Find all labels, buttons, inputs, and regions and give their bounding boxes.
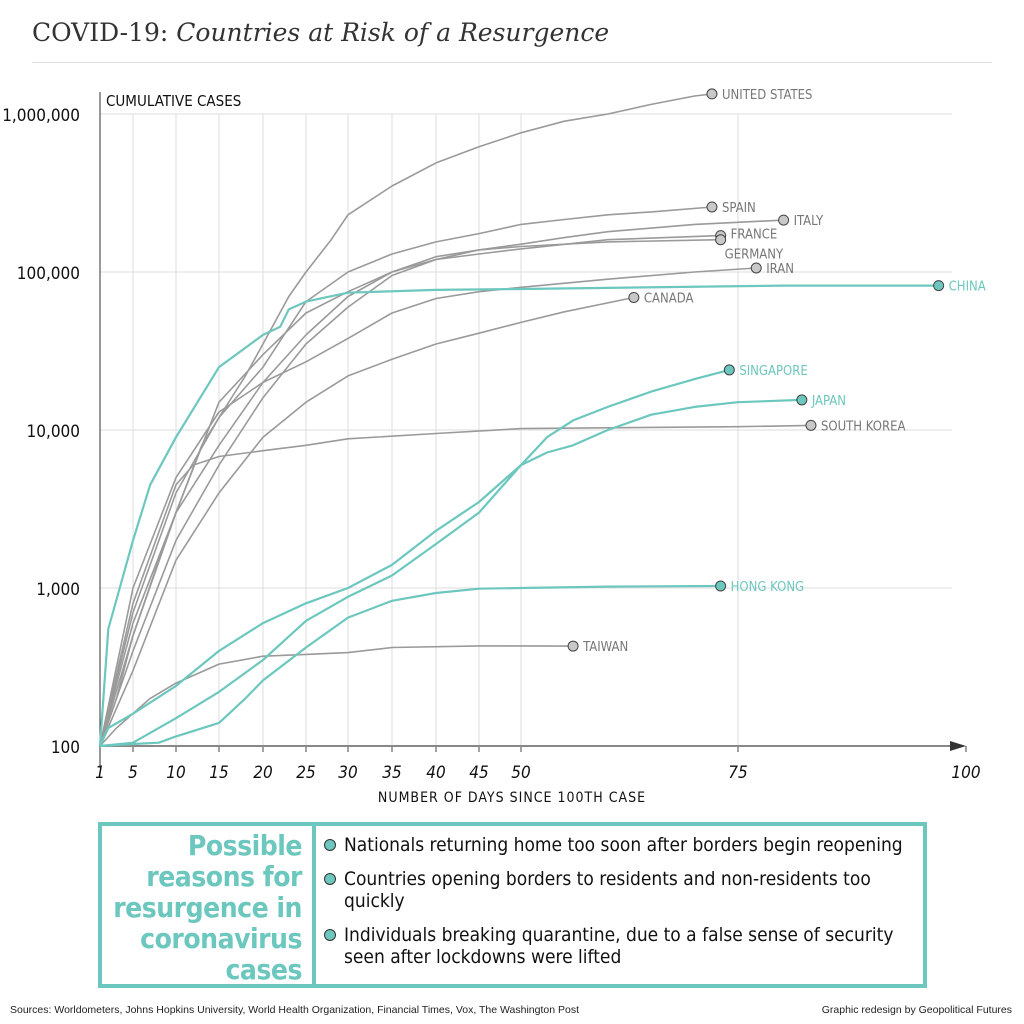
series-line-canada [99, 296, 634, 747]
end-marker [805, 419, 817, 431]
series-line-germany [99, 238, 721, 747]
series-label: TAIWAN [582, 640, 628, 655]
series-line-china [98, 284, 939, 747]
x-tick-label: 25 [296, 763, 315, 783]
credit-note: Graphic redesign by Geopolitical Futures [821, 1004, 1012, 1016]
x-tick-label: 5 [128, 763, 138, 783]
x-tick-label: 15 [209, 763, 228, 783]
x-axis-label: NUMBER OF DAYS SINCE 100TH CASE [378, 790, 646, 806]
title-divider [32, 62, 992, 63]
reason-item: Countries opening borders to residents a… [324, 868, 923, 912]
reasons-heading: Possible reasons for resurgence in coron… [102, 826, 316, 985]
end-marker [723, 364, 735, 376]
series-label: CHINA [949, 280, 986, 295]
end-marker [706, 88, 718, 100]
series-label: HONG KONG [731, 580, 805, 595]
end-marker [706, 201, 718, 213]
x-tick-label: 50 [511, 763, 530, 783]
x-axis-arrow-icon [950, 741, 966, 751]
series-lines [98, 93, 939, 748]
reasons-list: Nationals returning home too soon after … [316, 826, 923, 984]
end-marker [628, 291, 640, 303]
x-tick-label: 40 [426, 763, 445, 783]
y-axis-label: CUMULATIVE CASES [106, 92, 241, 110]
series-label: FRANCE [731, 228, 778, 243]
reason-text: Nationals returning home too soon after … [344, 834, 903, 856]
end-marker [796, 394, 808, 406]
series-label: IRAN [766, 262, 794, 277]
y-tick-label: 100 [51, 738, 80, 758]
x-tick-label: 45 [469, 763, 488, 783]
end-marker [715, 580, 727, 592]
end-marker [715, 234, 727, 246]
y-tick-label: 1,000,000 [2, 106, 80, 126]
series-label: UNITED STATES [722, 88, 813, 103]
series-line-japan [99, 398, 802, 747]
series-label: SOUTH KOREA [821, 419, 906, 434]
series-label: SINGAPORE [739, 364, 807, 379]
y-tick-label: 10,000 [27, 422, 81, 442]
series-line-south-korea [99, 424, 812, 747]
title-italic: Countries at Risk of a Resurgence [176, 18, 610, 47]
x-tick-label: 100 [951, 763, 980, 783]
reason-item: Nationals returning home too soon after … [324, 834, 923, 856]
series-label: CANADA [644, 291, 694, 306]
x-tick-label: 30 [338, 763, 357, 783]
series-line-hong-kong [99, 584, 721, 748]
x-tick-label: 75 [728, 763, 747, 783]
y-tick-label: 100,000 [17, 264, 80, 284]
series-label: GERMANY [725, 248, 784, 263]
reason-text: Individuals breaking quarantine, due to … [344, 924, 894, 968]
grid [100, 113, 952, 746]
reasons-box: Possible reasons for resurgence in coron… [98, 822, 927, 988]
end-marker [933, 280, 945, 292]
series-line-france [99, 234, 721, 747]
chart-title: COVID-19: Countries at Risk of a Resurge… [32, 18, 609, 47]
x-tick-label: 1 [95, 763, 105, 783]
series-label: SPAIN [722, 201, 756, 216]
end-marker [567, 640, 579, 652]
reason-text: Countries opening borders to residents a… [344, 868, 871, 912]
bullet-icon [324, 873, 336, 885]
sources-note: Sources: Worldometers, Johns Hopkins Uni… [10, 1004, 579, 1016]
reason-item: Individuals breaking quarantine, due to … [324, 924, 923, 968]
bullet-icon [324, 839, 336, 851]
series-line-iran [99, 267, 757, 747]
series-line-taiwan [99, 645, 574, 747]
x-tick-label: 20 [253, 763, 272, 783]
end-marker [750, 262, 762, 274]
series-label: ITALY [794, 214, 824, 229]
series-line-singapore [99, 368, 730, 748]
x-tick-label: 10 [166, 763, 185, 783]
x-tick-label: 35 [382, 763, 401, 783]
bullet-icon [324, 929, 336, 941]
title-prefix: COVID-19: [32, 18, 169, 47]
series-label: JAPAN [811, 394, 846, 409]
series-labels: UNITED STATES SPAIN ITALY FRANCE GERMANYIRAN… [567, 88, 986, 655]
y-tick-label: 1,000 [36, 580, 80, 600]
end-marker [778, 214, 790, 226]
